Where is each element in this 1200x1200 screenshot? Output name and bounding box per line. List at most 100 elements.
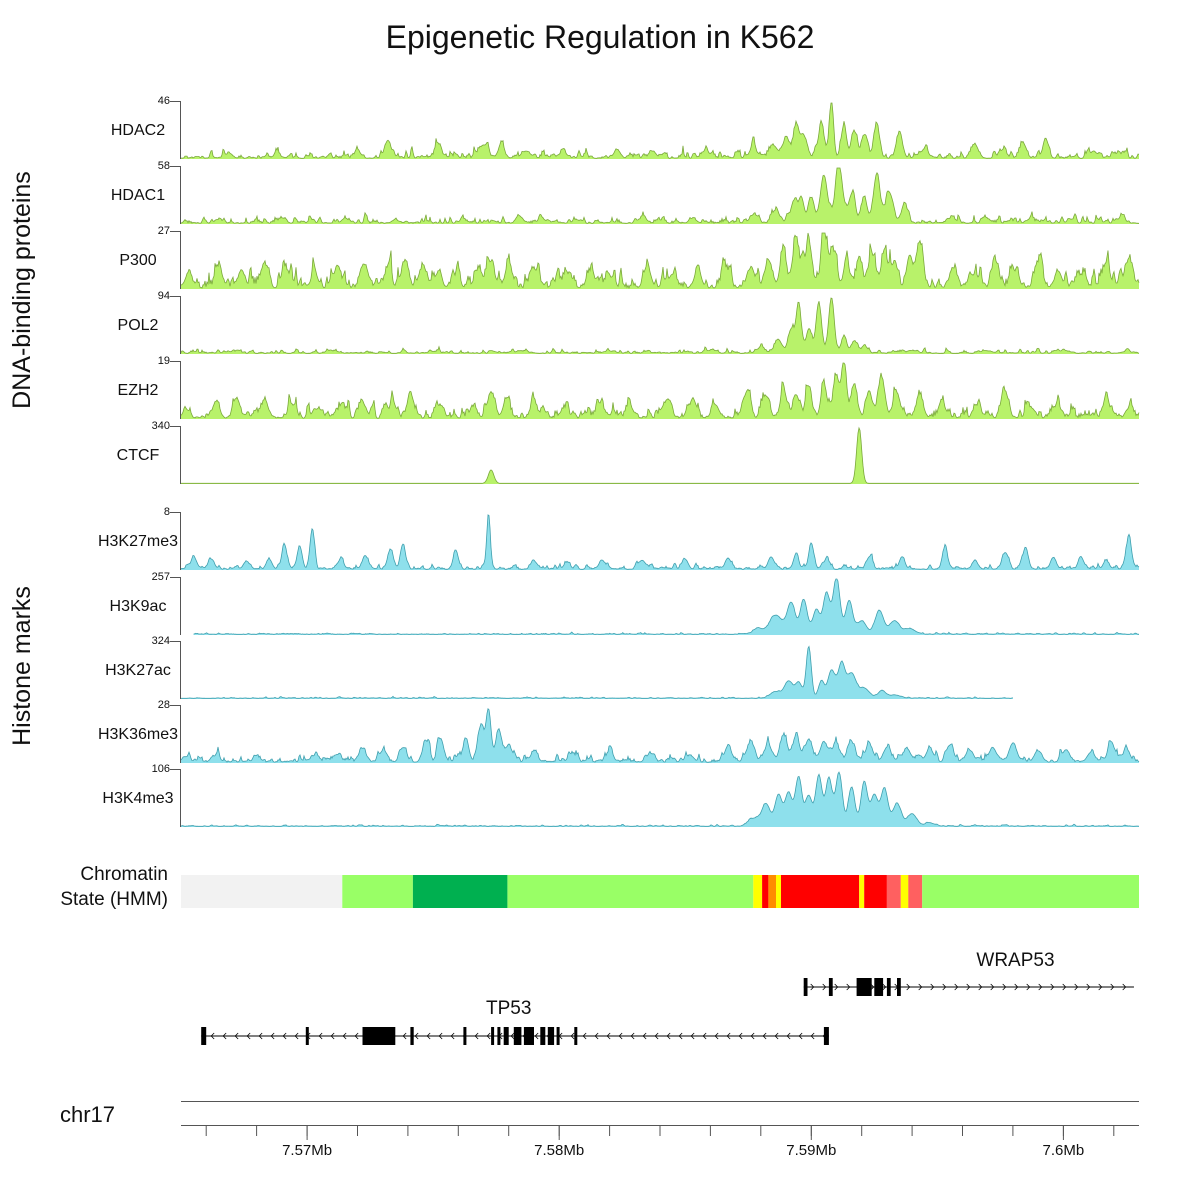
gene-exon: [574, 1027, 578, 1045]
gene-strand-chevron: [726, 1032, 731, 1040]
gene-exon: [497, 1027, 501, 1045]
track-ezh2: 19 EZH2: [118, 355, 1140, 419]
gene-strand-chevron: [1026, 983, 1031, 991]
gene-strand-chevron: [1122, 983, 1127, 991]
gene-strand-chevron: [870, 983, 875, 991]
gene-strand-chevron: [1062, 983, 1067, 991]
track-signal-line: [180, 771, 1139, 827]
track-name-label: CTCF: [117, 447, 160, 464]
genomic-axis: 7.57Mb 7.58Mb 7.59Mb 7.6Mb: [181, 1101, 1139, 1159]
gene-strand-chevron: [606, 1032, 611, 1040]
gene-strand-chevron: [810, 1032, 815, 1040]
track-signal-line: [180, 514, 1140, 570]
gene-strand-chevron: [714, 1032, 719, 1040]
chart-title: Epigenetic Regulation in K562: [386, 19, 815, 55]
track-name-label: H3K36me3: [98, 726, 178, 743]
track-signal-line: [180, 362, 1140, 419]
axis-tick-label: 7.57Mb: [282, 1142, 332, 1159]
gene-strand-chevron: [810, 983, 815, 991]
track-hdac2: 46 HDAC2: [111, 95, 1140, 159]
track-signal-line: [180, 232, 1140, 290]
group-label-histones: Histone marks: [8, 586, 36, 746]
track-max-label: 94: [158, 290, 170, 302]
gene-tp53: TP53: [201, 998, 829, 1045]
gene-exon: [540, 1027, 546, 1045]
gene-strand-chevron: [966, 983, 971, 991]
track-name-label: HDAC1: [111, 187, 165, 204]
track-name-label: H3K27ac: [105, 662, 171, 679]
gene-strand-chevron: [1074, 983, 1079, 991]
gene-strand-chevron: [678, 1032, 683, 1040]
track-name-label: H3K9ac: [110, 598, 167, 615]
axis-tick-label: 7.59Mb: [786, 1142, 836, 1159]
chromatin-state-segment: [776, 875, 781, 908]
track-signal-area: [181, 514, 1139, 570]
gene-strand-chevron: [426, 1032, 431, 1040]
gene-strand-chevron: [834, 983, 839, 991]
gene-strand-chevron: [762, 1032, 767, 1040]
gene-strand-chevron: [1110, 983, 1115, 991]
chromosome-label: chr17: [60, 1102, 115, 1127]
gene-strand-chevron: [294, 1032, 299, 1040]
track-max-label: 257: [152, 571, 170, 583]
gene-strand-chevron: [222, 1032, 227, 1040]
gene-exon: [503, 1027, 509, 1045]
track-hdac1: 58 HDAC1: [111, 160, 1139, 224]
gene-strand-chevron: [282, 1032, 287, 1040]
gene-strand-chevron: [954, 983, 959, 991]
gene-exon: [823, 1027, 829, 1045]
track-signal-line: [180, 297, 1140, 354]
track-ctcf: 340 CTCF: [117, 420, 1139, 484]
track-name-label: POL2: [118, 317, 159, 334]
axis-tick-label: 7.6Mb: [1043, 1142, 1085, 1159]
track-h3k27ac: 324 H3K27ac: [105, 635, 1014, 699]
track-name-label: P300: [119, 252, 156, 269]
gene-name-label: WRAP53: [976, 950, 1054, 971]
chromatin-state-label-line2: State (HMM): [60, 889, 168, 910]
gene-strand-chevron: [666, 1032, 671, 1040]
gene-wrap53: WRAP53: [803, 950, 1134, 996]
gene-strand-chevron: [774, 1032, 779, 1040]
track-signal-area: [181, 168, 1139, 224]
gene-strand-chevron: [246, 1032, 251, 1040]
gene-strand-chevron: [1038, 983, 1043, 991]
track-signal-area: [181, 103, 1139, 159]
chromatin-state-segment: [762, 875, 769, 908]
signal-tracks: 46 HDAC2 58 HDAC1 27 P300 94 POL2 19 EZH2 340 CTCF 8…: [98, 95, 1140, 827]
chromatin-state-segment: [753, 875, 763, 908]
chromatin-state-segment: [507, 875, 754, 908]
gene-strand-chevron: [450, 1032, 455, 1040]
track-signal-area: [181, 363, 1139, 419]
chromatin-state-segment: [864, 875, 887, 908]
axis-tick-label: 7.58Mb: [534, 1142, 584, 1159]
gene-strand-chevron: [630, 1032, 635, 1040]
gene-strand-chevron: [510, 1032, 515, 1040]
gene-exon: [874, 978, 884, 996]
track-name-label: EZH2: [118, 382, 159, 399]
gene-strand-chevron: [978, 983, 983, 991]
track-signal-line: [181, 645, 1014, 699]
track-max-label: 46: [158, 95, 170, 107]
track-signal-line: [180, 708, 1140, 763]
gene-strand-chevron: [582, 1032, 587, 1040]
gene-exon: [463, 1027, 467, 1045]
gene-strand-chevron: [618, 1032, 623, 1040]
gene-strand-chevron: [654, 1032, 659, 1040]
gene-strand-chevron: [750, 1032, 755, 1040]
track-signal-area: [181, 298, 1139, 354]
gene-exon: [362, 1027, 396, 1045]
gene-exon: [201, 1027, 207, 1045]
gene-exon: [513, 1027, 522, 1045]
gene-strand-chevron: [738, 1032, 743, 1040]
gene-models: TP53 WRAP53: [201, 950, 1134, 1045]
gene-strand-chevron: [1098, 983, 1103, 991]
gene-strand-chevron: [906, 983, 911, 991]
gene-exon: [491, 1027, 495, 1045]
chromatin-state-segment: [342, 875, 413, 908]
chromatin-state-segment: [781, 875, 860, 908]
gene-exon: [410, 1027, 414, 1045]
track-signal-area: [181, 772, 1139, 827]
gene-strand-chevron: [1002, 983, 1007, 991]
track-signal-area: [181, 646, 1013, 699]
